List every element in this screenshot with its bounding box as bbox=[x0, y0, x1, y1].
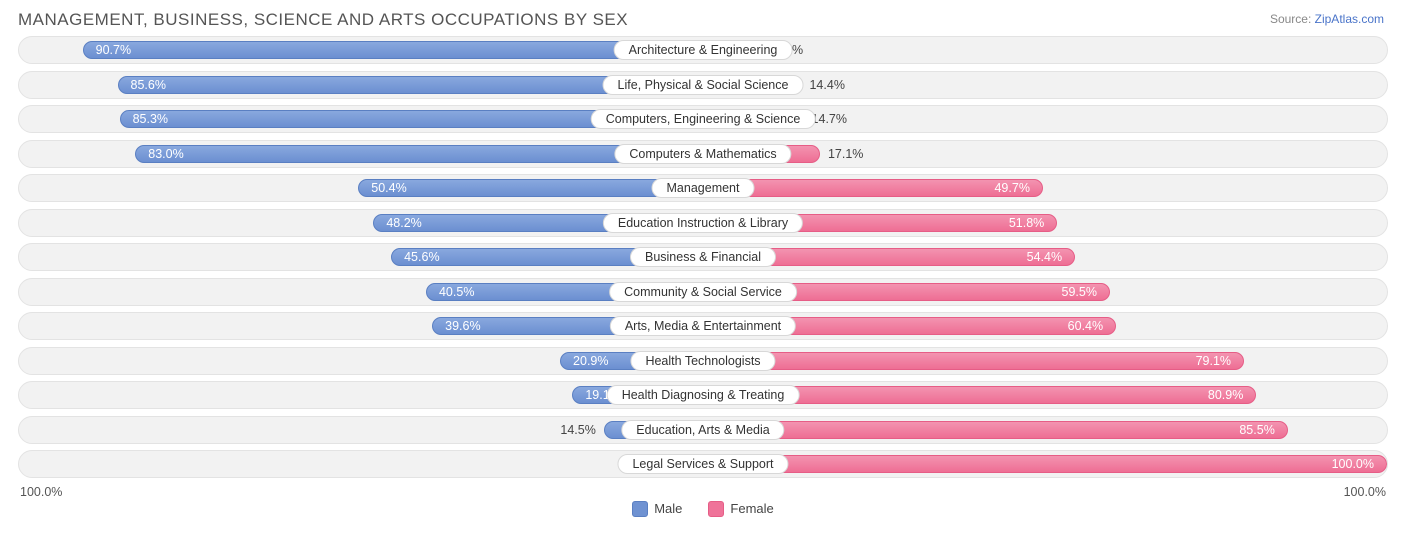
female-pct: 54.4% bbox=[1027, 250, 1062, 264]
male-pct: 50.4% bbox=[371, 181, 406, 195]
row-label: Architecture & Engineering bbox=[614, 40, 793, 60]
source-prefix: Source: bbox=[1270, 12, 1315, 26]
female-half: 51.8% bbox=[703, 210, 1387, 236]
female-half: 17.1% bbox=[703, 141, 1387, 167]
female-pct: 14.4% bbox=[801, 78, 844, 92]
male-swatch bbox=[632, 501, 648, 517]
row-label: Computers, Engineering & Science bbox=[591, 109, 816, 129]
chart-row: 19.1% 80.9% Health Diagnosing & Treating bbox=[18, 381, 1388, 409]
male-bar: 90.7% bbox=[83, 41, 703, 59]
female-bar: 79.1% bbox=[703, 352, 1244, 370]
female-pct: 59.5% bbox=[1062, 285, 1097, 299]
female-bar: 100.0% bbox=[703, 455, 1387, 473]
male-pct: 90.7% bbox=[96, 43, 131, 57]
legend: Male Female bbox=[18, 501, 1388, 517]
row-label: Life, Physical & Social Science bbox=[603, 75, 804, 95]
male-half: 39.6% bbox=[19, 313, 703, 339]
axis-labels: 100.0% 100.0% bbox=[18, 485, 1388, 499]
female-bar: 85.5% bbox=[703, 421, 1288, 439]
male-pct: 20.9% bbox=[573, 354, 608, 368]
male-half: 19.1% bbox=[19, 382, 703, 408]
male-half: 90.7% bbox=[19, 37, 703, 63]
male-half: 50.4% bbox=[19, 175, 703, 201]
male-half: 20.9% bbox=[19, 348, 703, 374]
male-half: 83.0% bbox=[19, 141, 703, 167]
male-pct: 45.6% bbox=[404, 250, 439, 264]
chart-rows: 90.7% 9.3%Architecture & Engineering 85.6%… bbox=[18, 36, 1388, 478]
row-label: Computers & Mathematics bbox=[614, 144, 791, 164]
male-pct: 39.6% bbox=[445, 319, 480, 333]
row-label: Health Technologists bbox=[630, 351, 775, 371]
chart-row: 39.6% 60.4% Arts, Media & Entertainment bbox=[18, 312, 1388, 340]
female-pct: 60.4% bbox=[1068, 319, 1103, 333]
chart-row: 83.0% 17.1% Computers & Mathematics bbox=[18, 140, 1388, 168]
chart-row: 85.6% 14.4%Life, Physical & Social Scienc… bbox=[18, 71, 1388, 99]
source-link[interactable]: ZipAtlas.com bbox=[1315, 12, 1384, 26]
female-half: 80.9% bbox=[703, 382, 1387, 408]
female-swatch bbox=[708, 501, 724, 517]
row-label: Management bbox=[652, 178, 755, 198]
male-half: 40.5% bbox=[19, 279, 703, 305]
row-label: Education Instruction & Library bbox=[603, 213, 803, 233]
legend-male: Male bbox=[632, 501, 682, 517]
male-pct: 14.5% bbox=[560, 423, 603, 437]
chart-row: 40.5% 59.5% Community & Social Service bbox=[18, 278, 1388, 306]
female-half: 85.5% bbox=[703, 417, 1387, 443]
female-pct: 17.1% bbox=[820, 147, 863, 161]
male-half: 0.0% bbox=[19, 451, 703, 477]
female-pct: 80.9% bbox=[1208, 388, 1243, 402]
chart-row: 14.5% 85.5% Education, Arts & Media bbox=[18, 416, 1388, 444]
chart-row: 45.6% 54.4% Business & Financial bbox=[18, 243, 1388, 271]
axis-right: 100.0% bbox=[1344, 485, 1386, 499]
male-pct: 83.0% bbox=[148, 147, 183, 161]
row-label: Arts, Media & Entertainment bbox=[610, 316, 796, 336]
row-label: Business & Financial bbox=[630, 247, 776, 267]
axis-left: 100.0% bbox=[20, 485, 62, 499]
female-pct: 79.1% bbox=[1196, 354, 1231, 368]
chart-row: 85.3%14.7%Computers, Engineering & Scien… bbox=[18, 105, 1388, 133]
male-half: 85.6% bbox=[19, 72, 703, 98]
female-pct: 49.7% bbox=[994, 181, 1029, 195]
row-label: Health Diagnosing & Treating bbox=[607, 385, 800, 405]
source-attribution: Source: ZipAtlas.com bbox=[1270, 12, 1384, 26]
female-half: 54.4% bbox=[703, 244, 1387, 270]
male-pct: 40.5% bbox=[439, 285, 474, 299]
chart-row: 0.0% 100.0% Legal Services & Support bbox=[18, 450, 1388, 478]
female-half: 100.0% bbox=[703, 451, 1387, 477]
legend-female-label: Female bbox=[730, 501, 773, 516]
male-half: 45.6% bbox=[19, 244, 703, 270]
male-pct: 85.6% bbox=[131, 78, 166, 92]
female-half: 49.7% bbox=[703, 175, 1387, 201]
female-pct: 51.8% bbox=[1009, 216, 1044, 230]
legend-male-label: Male bbox=[654, 501, 682, 516]
male-half: 14.5% bbox=[19, 417, 703, 443]
row-label: Legal Services & Support bbox=[617, 454, 788, 474]
row-label: Community & Social Service bbox=[609, 282, 797, 302]
legend-female: Female bbox=[708, 501, 773, 517]
chart-row: 20.9% 79.1% Health Technologists bbox=[18, 347, 1388, 375]
female-half: 59.5% bbox=[703, 279, 1387, 305]
chart-row: 90.7% 9.3%Architecture & Engineering bbox=[18, 36, 1388, 64]
female-pct: 85.5% bbox=[1239, 423, 1274, 437]
male-half: 48.2% bbox=[19, 210, 703, 236]
chart-row: 48.2% 51.8% Education Instruction & Librar… bbox=[18, 209, 1388, 237]
female-half: 79.1% bbox=[703, 348, 1387, 374]
chart-row: 50.4% 49.7% Management bbox=[18, 174, 1388, 202]
chart-title: MANAGEMENT, BUSINESS, SCIENCE AND ARTS O… bbox=[18, 10, 1388, 30]
row-label: Education, Arts & Media bbox=[621, 420, 784, 440]
female-pct: 100.0% bbox=[1332, 457, 1374, 471]
male-pct: 48.2% bbox=[386, 216, 421, 230]
female-half: 14.4% bbox=[703, 72, 1387, 98]
female-half: 9.3% bbox=[703, 37, 1387, 63]
female-half: 60.4% bbox=[703, 313, 1387, 339]
male-pct: 85.3% bbox=[133, 112, 168, 126]
